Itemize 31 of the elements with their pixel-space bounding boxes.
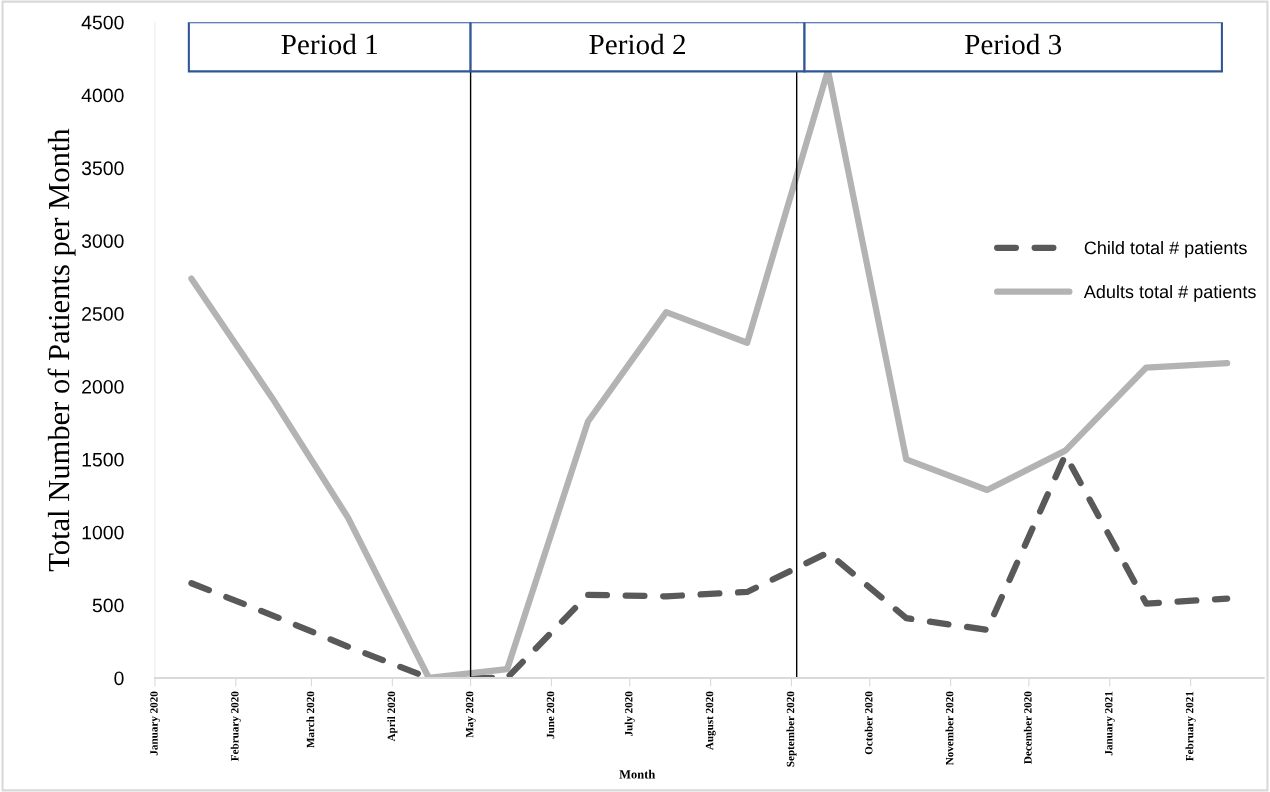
band-label: Period 1 xyxy=(281,33,377,55)
y-tick-label: 0 xyxy=(114,671,124,686)
x-tick-label: February 2021 xyxy=(1185,691,1196,762)
x-tick-label: August 2020 xyxy=(705,691,716,750)
y-tick-label: 4000 xyxy=(81,88,124,103)
x-tick-label: April 2020 xyxy=(387,691,398,742)
y-tick-label: 4500 xyxy=(81,15,124,30)
x-tick-label: November 2020 xyxy=(945,691,954,766)
x-tick-label: May 2020 xyxy=(465,691,476,738)
band-label: Period 3 xyxy=(965,33,1062,55)
x-tick-label: January 2021 xyxy=(1104,691,1115,756)
x-tick-label: January 2020 xyxy=(150,691,160,756)
x-tick-label: July 2020 xyxy=(624,691,635,737)
y-tick-label: 500 xyxy=(92,598,124,613)
x-tick-label: March 2020 xyxy=(306,691,315,748)
y-tick-label: 2500 xyxy=(82,307,124,321)
x-tick-label: February 2020 xyxy=(230,691,241,762)
y-tick-label: 3000 xyxy=(81,234,124,248)
x-tick-label: December 2020 xyxy=(1023,691,1032,764)
legend-label: Adults total # patients xyxy=(1083,284,1256,302)
y-tick-label: 1000 xyxy=(82,525,124,540)
y-axis-title: Total Number of Patients per Month xyxy=(47,128,76,572)
x-tick-label: October 2020 xyxy=(864,691,873,755)
x-axis-title: Month xyxy=(619,769,656,779)
y-tick-label: 1500 xyxy=(82,452,124,467)
x-tick-label: June 2020 xyxy=(546,691,555,739)
y-tick-label: 2000 xyxy=(82,379,124,394)
y-tick-label: 3500 xyxy=(81,161,124,176)
x-tick-label: September 2020 xyxy=(786,691,797,767)
band-label: Period 2 xyxy=(589,33,685,55)
legend-label: Child total # patients xyxy=(1084,241,1247,258)
